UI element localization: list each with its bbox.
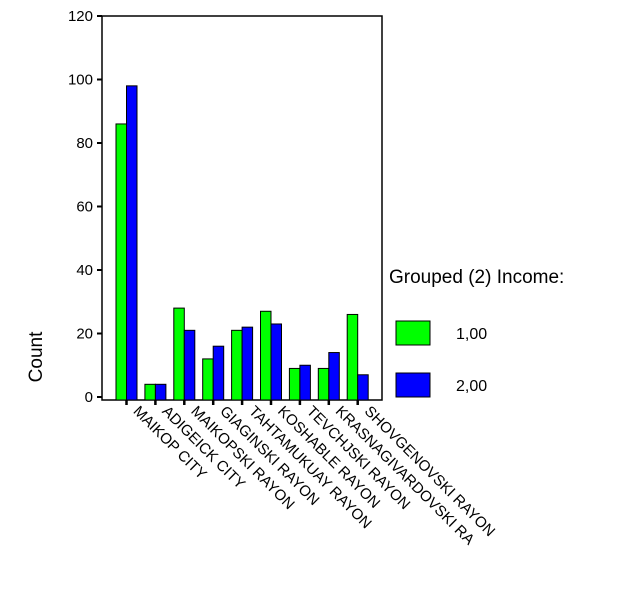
bar (183, 329, 196, 401)
y-tick-label: 40 (76, 262, 93, 279)
y-tick-label: 120 (68, 8, 93, 25)
y-tick-label: 0 (85, 389, 93, 406)
bar (173, 307, 185, 401)
legend-title: Grouped (2) Income: (389, 267, 564, 288)
legend: 1,00 2,00 (395, 320, 487, 398)
bar (357, 374, 369, 401)
legend-swatch (395, 320, 431, 346)
bar (346, 313, 359, 401)
legend-swatch (395, 372, 431, 398)
bar (288, 367, 301, 401)
y-tick-label: 60 (76, 199, 93, 216)
legend-label: 1,00 (456, 326, 487, 343)
bar (144, 383, 156, 401)
y-tick-label: 20 (76, 326, 93, 343)
legend-label: 2,00 (456, 378, 487, 395)
bar (154, 383, 167, 401)
bar (299, 364, 311, 401)
bar (260, 310, 272, 401)
bars (115, 85, 369, 401)
y-tick-label: 100 (68, 72, 93, 89)
bar (212, 345, 225, 401)
bar (115, 123, 127, 401)
y-axis-label: Count (26, 331, 47, 382)
bar (231, 329, 243, 401)
bar (241, 326, 254, 401)
bar (202, 358, 214, 401)
bar (317, 367, 330, 401)
bar (270, 323, 282, 401)
y-axis: 0 20 40 60 80 100 120 (68, 8, 102, 406)
bar (328, 352, 340, 401)
y-tick-label: 80 (76, 135, 93, 152)
bar (126, 85, 138, 401)
